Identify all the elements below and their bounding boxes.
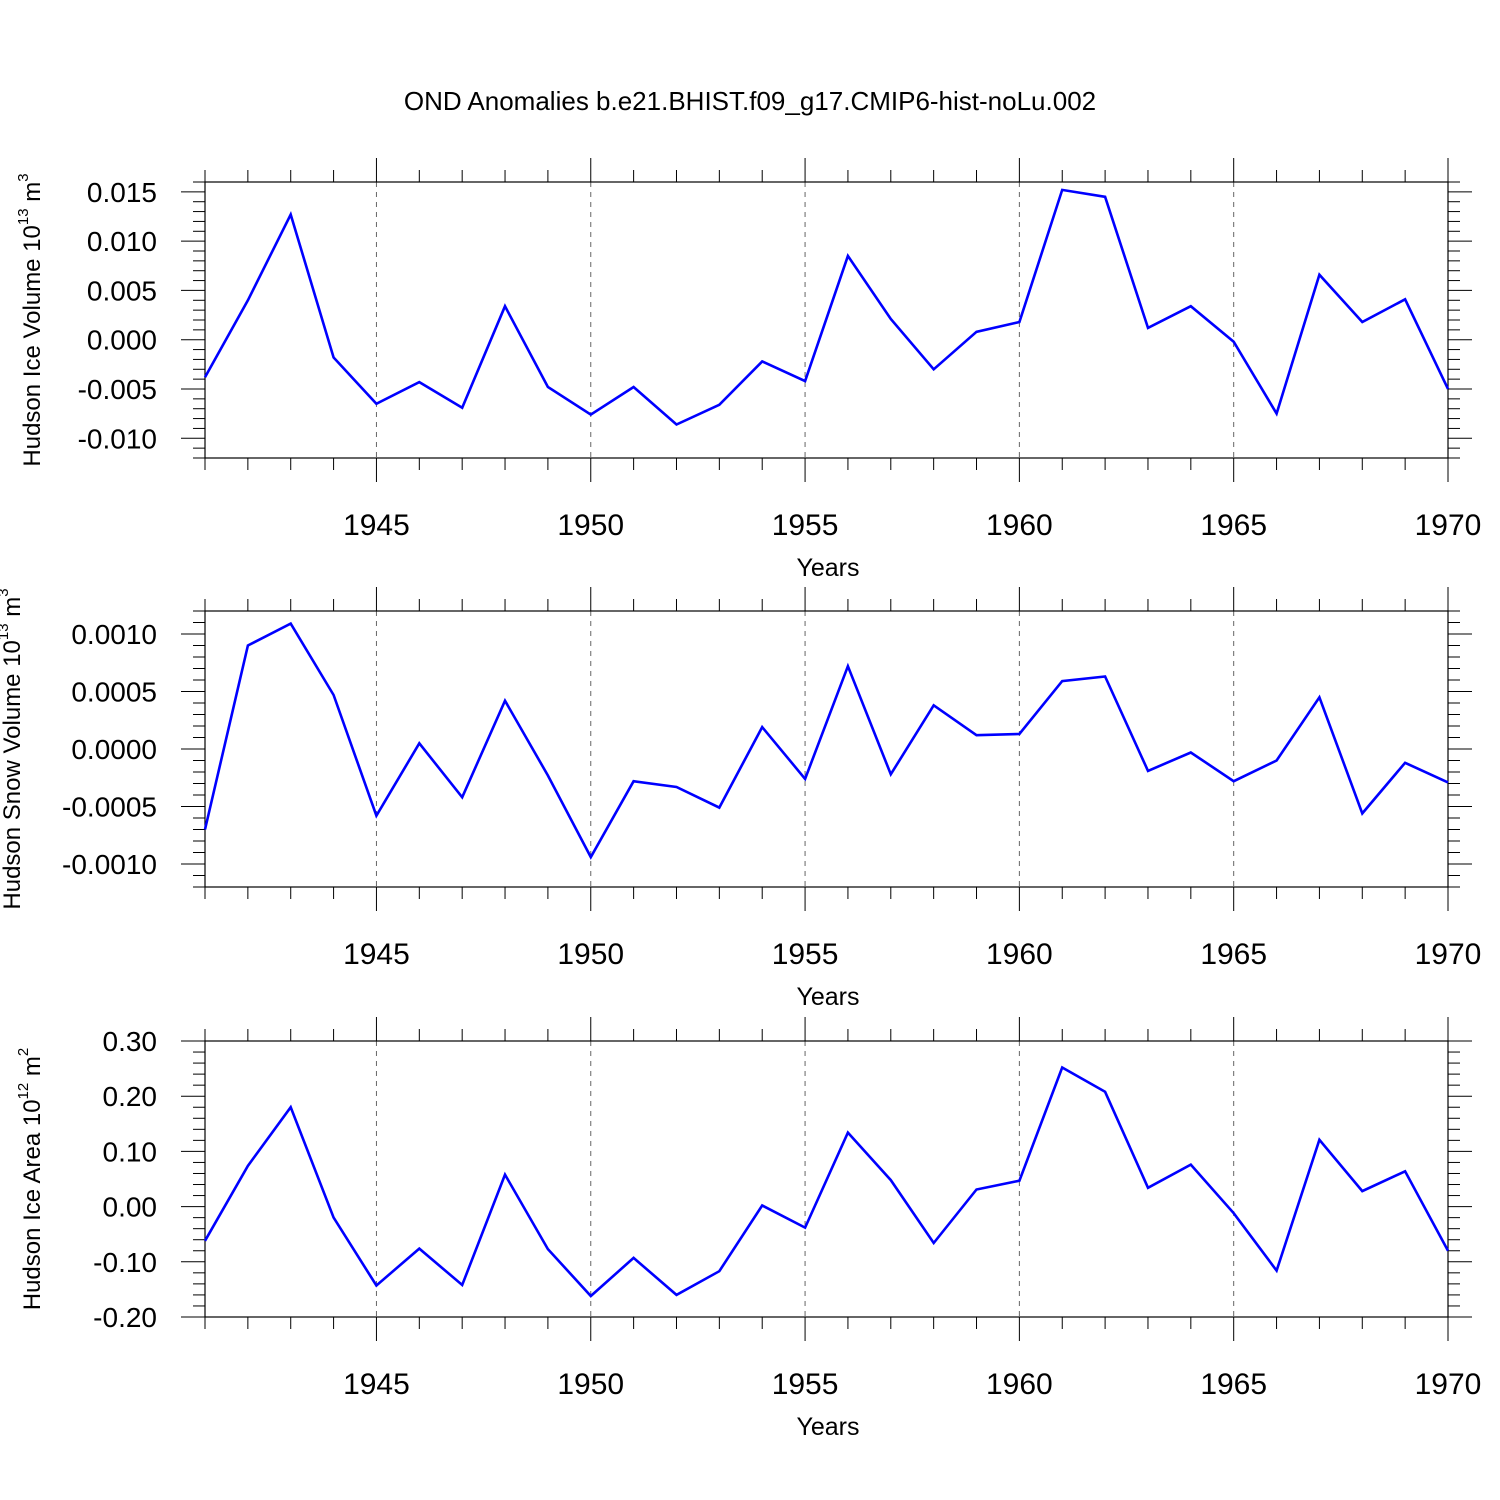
x-tick-label: 1965 — [1200, 509, 1267, 542]
x-tick-label: 1965 — [1200, 938, 1267, 971]
x-tick-label: 1955 — [772, 509, 839, 542]
x-axis-label: Years — [796, 554, 859, 582]
y-tick-label: -0.0005 — [62, 792, 157, 823]
x-axis-label: Years — [796, 983, 859, 1011]
x-tick-label: 1955 — [772, 1368, 839, 1401]
y-tick-label: -0.010 — [78, 423, 157, 454]
x-tick-label: 1945 — [343, 938, 410, 971]
chart-title: OND Anomalies b.e21.BHIST.f09_g17.CMIP6-… — [404, 86, 1096, 116]
x-tick-label: 1970 — [1415, 1368, 1482, 1401]
plot-frame — [204, 1040, 1449, 1318]
y-tick-label: 0.0010 — [71, 619, 157, 650]
series-line — [203, 1065, 1450, 1298]
y-tick-label: -0.10 — [93, 1247, 157, 1278]
y-tick-label: 0.0005 — [71, 677, 157, 708]
panel-1: -0.010 -0.005 0.000 0.005 0.010 0.015 1945 1950… — [15, 158, 1481, 582]
x-tick-label: 1950 — [557, 938, 624, 971]
plot-frame — [204, 181, 1449, 459]
y-tick-label: 0.30 — [103, 1026, 158, 1057]
x-tick-label: 1955 — [772, 938, 839, 971]
panel-2: -0.0010 -0.0005 0.0000 0.0005 0.0010 1945 1950… — [0, 587, 1481, 1011]
series-line — [203, 188, 1450, 427]
panel-3: -0.20 -0.10 0.00 0.10 0.20 0.30 1945 1950 1955 19… — [15, 1017, 1481, 1441]
x-tick-label: 1965 — [1200, 1368, 1267, 1401]
y-tick-label: 0.0000 — [71, 734, 157, 765]
x-tick-label: 1950 — [557, 1368, 624, 1401]
x-tick-label: 1945 — [343, 1368, 410, 1401]
y-tick-label: -0.20 — [93, 1302, 157, 1333]
y-tick-label: -0.005 — [78, 374, 157, 405]
y-tick-label: -0.0010 — [62, 849, 157, 880]
y-axis-label: Hudson Ice Area 1012 m2 — [15, 1048, 46, 1311]
y-tick-label: 0.005 — [87, 275, 157, 306]
x-tick-label: 1960 — [986, 509, 1053, 542]
x-tick-label: 1945 — [343, 509, 410, 542]
y-axis-label: Hudson Snow Volume 1013 m3 — [0, 588, 26, 909]
series-line — [203, 621, 1449, 860]
x-tick-label: 1970 — [1415, 509, 1482, 542]
x-axis-label: Years — [796, 1413, 859, 1441]
x-tick-label: 1960 — [986, 1368, 1053, 1401]
y-tick-label: 0.015 — [87, 177, 157, 208]
y-axis-label: Hudson Ice Volume 1013 m3 — [15, 173, 46, 466]
plot-frame — [204, 610, 1449, 888]
panels: -0.010 -0.005 0.000 0.005 0.010 0.015 1945 1950… — [0, 158, 1481, 1441]
y-tick-label: 0.20 — [103, 1081, 158, 1112]
y-tick-label: 0.010 — [87, 226, 157, 257]
x-tick-label: 1950 — [557, 509, 624, 542]
y-tick-label: 0.000 — [87, 325, 157, 356]
x-tick-label: 1960 — [986, 938, 1053, 971]
y-tick-label: 0.00 — [103, 1192, 158, 1223]
y-tick-label: 0.10 — [103, 1136, 158, 1167]
x-tick-label: 1970 — [1415, 938, 1482, 971]
